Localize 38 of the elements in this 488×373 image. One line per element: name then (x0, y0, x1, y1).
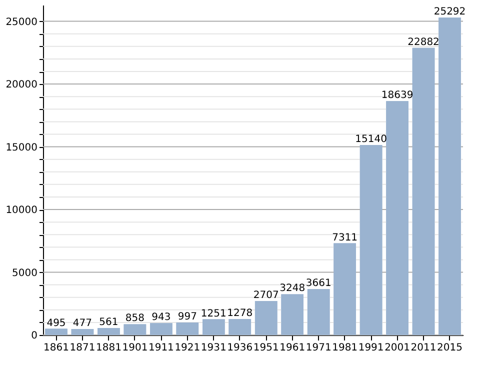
y-tick-label: 20000 (6, 80, 38, 91)
data-label: 1278 (227, 308, 253, 319)
x-tick-label: 1881 (96, 342, 122, 354)
x-tick-label: 1981 (332, 342, 358, 354)
data-label: 7311 (332, 232, 358, 244)
data-label: 943 (152, 312, 171, 324)
data-label: 997 (178, 311, 197, 322)
x-tick-label: 2001 (384, 342, 410, 354)
x-tick-label: 1931 (200, 342, 226, 354)
y-tick-label: 15000 (6, 142, 38, 154)
x-tick-label: 1961 (280, 342, 306, 354)
x-tick-label: 2011 (410, 342, 436, 354)
data-label: 18639 (381, 90, 414, 102)
data-label: 495 (46, 318, 66, 329)
x-tick-label: 1871 (70, 342, 96, 354)
y-tick-label: 0 (31, 330, 38, 342)
x-tick-label: 1901 (122, 342, 148, 354)
data-label: 1251 (200, 308, 226, 320)
y-tick-label: 5000 (12, 268, 38, 279)
data-label: 858 (125, 313, 144, 324)
data-label: 22882 (408, 36, 440, 48)
data-label: 3661 (306, 278, 332, 290)
data-label: 477 (72, 318, 92, 330)
x-tick-label: 1936 (227, 342, 253, 354)
x-tick-label: 2015 (437, 342, 462, 354)
x-tick-label: 1921 (174, 342, 200, 354)
x-tick-label: 1861 (44, 342, 69, 354)
y-tick-label: 10000 (6, 205, 38, 216)
data-label: 2707 (253, 290, 279, 302)
x-tick-label: 1991 (358, 342, 384, 354)
data-label: 15140 (355, 134, 387, 146)
x-tick-label: 1911 (148, 342, 174, 354)
x-tick-label: 1951 (253, 342, 279, 354)
data-label: 561 (99, 316, 118, 328)
x-tick-label: 1971 (306, 342, 332, 354)
data-label: 3248 (280, 283, 306, 294)
data-label: 25292 (434, 6, 466, 18)
y-tick-label: 25000 (6, 16, 38, 28)
